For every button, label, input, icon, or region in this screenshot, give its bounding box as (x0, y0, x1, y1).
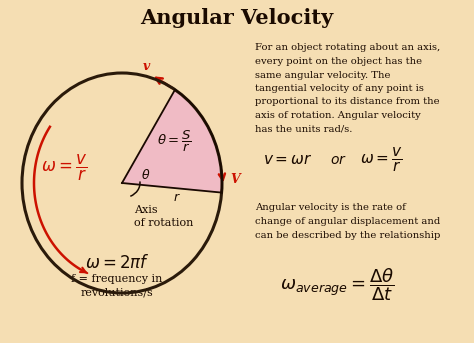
Text: Angular velocity is the rate of: Angular velocity is the rate of (255, 203, 406, 213)
Text: $\omega = 2\pi f$: $\omega = 2\pi f$ (84, 254, 149, 272)
Text: proportional to its distance from the: proportional to its distance from the (255, 97, 439, 106)
Text: can be described by the relationship: can be described by the relationship (255, 230, 440, 239)
Text: $\omega_{average} = \dfrac{\Delta\theta}{\Delta t}$: $\omega_{average} = \dfrac{\Delta\theta}… (280, 267, 394, 303)
Text: axis of rotation. Angular velocity: axis of rotation. Angular velocity (255, 111, 421, 120)
Text: has the units rad/s.: has the units rad/s. (255, 125, 352, 133)
Text: For an object rotating about an axis,: For an object rotating about an axis, (255, 44, 440, 52)
Text: $r$: $r$ (173, 191, 181, 204)
Text: $\theta$: $\theta$ (141, 168, 151, 182)
Text: $\omega = \dfrac{v}{r}$: $\omega = \dfrac{v}{r}$ (360, 146, 403, 174)
Polygon shape (122, 90, 222, 192)
Text: $\omega = \dfrac{v}{r}$: $\omega = \dfrac{v}{r}$ (41, 153, 87, 183)
Text: same angular velocity. The: same angular velocity. The (255, 71, 391, 80)
Text: V: V (230, 173, 240, 186)
Text: $v = \omega r$: $v = \omega r$ (263, 153, 312, 167)
Text: v: v (143, 60, 150, 73)
Text: change of angular displacement and: change of angular displacement and (255, 217, 440, 226)
Text: $\theta = \dfrac{S}{r}$: $\theta = \dfrac{S}{r}$ (156, 128, 191, 154)
Text: every point on the object has the: every point on the object has the (255, 57, 422, 66)
Text: $or$: $or$ (330, 153, 347, 167)
Text: Angular Velocity: Angular Velocity (140, 8, 334, 28)
Text: tangential velocity of any point is: tangential velocity of any point is (255, 84, 424, 93)
Text: Axis
of rotation: Axis of rotation (134, 205, 193, 228)
Text: f = frequency in
revolutions/s: f = frequency in revolutions/s (71, 274, 163, 298)
